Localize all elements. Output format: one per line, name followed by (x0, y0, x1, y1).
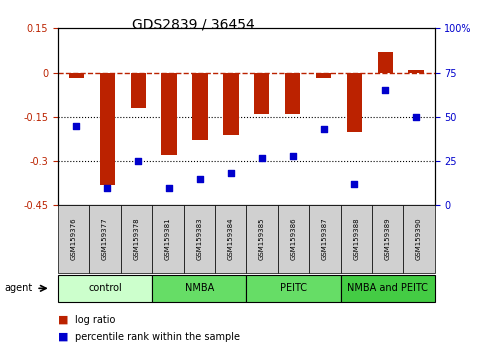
Text: GSM159377: GSM159377 (102, 218, 108, 260)
Text: GSM159385: GSM159385 (259, 218, 265, 260)
Text: percentile rank within the sample: percentile rank within the sample (75, 332, 240, 342)
Bar (69, 73, 84, 79)
Bar (378, 52, 393, 73)
Text: PEITC: PEITC (280, 283, 307, 293)
Text: GSM159389: GSM159389 (384, 218, 391, 260)
Bar (254, 73, 270, 114)
Text: GSM159378: GSM159378 (133, 218, 140, 260)
Text: control: control (88, 283, 122, 293)
Text: GSM159376: GSM159376 (71, 218, 77, 260)
Text: GSM159383: GSM159383 (196, 218, 202, 260)
Point (258, 155, 266, 160)
Text: GSM159386: GSM159386 (290, 218, 297, 260)
Point (382, 87, 389, 93)
Bar (285, 73, 300, 114)
Text: GDS2839 / 36454: GDS2839 / 36454 (132, 18, 255, 32)
Text: GSM159387: GSM159387 (322, 218, 328, 260)
Point (320, 126, 327, 132)
Text: NMBA: NMBA (185, 283, 214, 293)
Text: NMBA and PEITC: NMBA and PEITC (347, 283, 428, 293)
Point (351, 181, 358, 187)
Text: GSM159390: GSM159390 (416, 218, 422, 260)
Text: GSM159388: GSM159388 (353, 218, 359, 260)
Point (72, 123, 80, 129)
Point (134, 158, 142, 164)
Point (196, 176, 204, 182)
Bar (99, 73, 115, 185)
Bar (192, 73, 208, 141)
Bar (409, 70, 424, 73)
Text: ■: ■ (58, 332, 69, 342)
Text: GSM159381: GSM159381 (165, 218, 171, 260)
Bar (223, 73, 239, 135)
Point (165, 185, 173, 190)
Text: GSM159384: GSM159384 (227, 218, 234, 260)
Point (289, 153, 297, 159)
Text: ■: ■ (58, 315, 69, 325)
Bar (347, 73, 362, 132)
Bar (316, 73, 331, 79)
Bar (130, 73, 146, 108)
Bar (161, 73, 177, 155)
Text: agent: agent (5, 283, 33, 293)
Text: log ratio: log ratio (75, 315, 115, 325)
Point (103, 185, 111, 190)
Point (412, 114, 420, 120)
Point (227, 171, 235, 176)
